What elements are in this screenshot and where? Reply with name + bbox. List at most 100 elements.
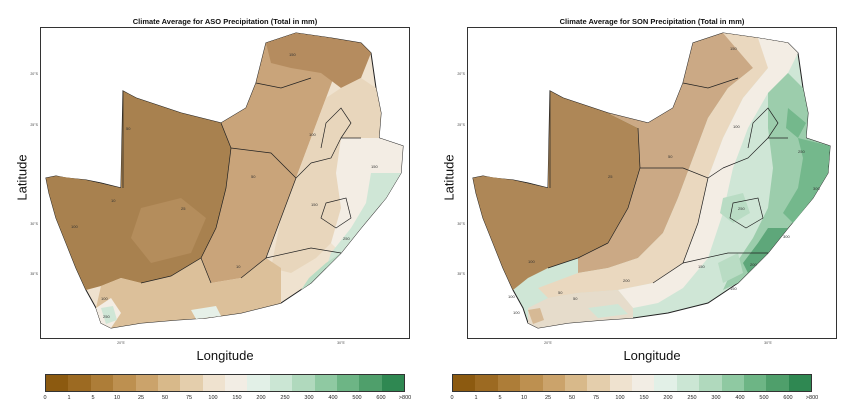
colorbar-labels-son: 0 1 5 10 25 50 75 100 150 200 250 300 400 500 600 >800 bbox=[450, 395, 818, 405]
svg-text:250: 250 bbox=[343, 236, 350, 241]
map-title: Climate Average for ASO Precipitation (T… bbox=[132, 17, 318, 26]
colorbar-label: 50 bbox=[161, 395, 169, 401]
svg-text:100: 100 bbox=[508, 294, 515, 299]
colorbar-segment bbox=[113, 375, 136, 391]
colorbar-segment bbox=[269, 375, 293, 391]
colorbar-son bbox=[452, 374, 812, 392]
svg-text:100: 100 bbox=[101, 296, 108, 301]
x-tick: 30°E bbox=[337, 341, 345, 345]
y-tick: 35°S bbox=[457, 272, 465, 276]
y-tick: 20°S bbox=[30, 72, 38, 76]
colorbar-label: 25 bbox=[544, 395, 552, 401]
colorbar-label: 500 bbox=[352, 395, 362, 401]
map-frame: 150 100 50 25 250 300 250 300 200 150 15… bbox=[467, 27, 837, 339]
colorbar-segment bbox=[453, 375, 476, 391]
colorbar-label: 1 bbox=[67, 395, 71, 401]
svg-text:150: 150 bbox=[371, 164, 378, 169]
colorbar-label: 50 bbox=[568, 395, 576, 401]
colorbar-label: 1 bbox=[474, 395, 478, 401]
svg-text:100: 100 bbox=[733, 124, 740, 129]
colorbar-segment bbox=[68, 375, 91, 391]
x-axis-label: Longitude bbox=[196, 348, 254, 363]
colorbar-label: 75 bbox=[185, 395, 193, 401]
colorbar-segment bbox=[699, 375, 722, 391]
colorbar-label: 150 bbox=[639, 395, 649, 401]
colorbar-segment bbox=[475, 375, 498, 391]
colorbar-labels-aso: 0 1 5 10 25 50 75 100 150 200 250 300 400 500 600 >800 bbox=[43, 395, 411, 405]
svg-text:150: 150 bbox=[698, 264, 705, 269]
svg-text:10: 10 bbox=[111, 198, 116, 203]
svg-text:100: 100 bbox=[71, 224, 78, 229]
colorbar-label: 10 bbox=[113, 395, 121, 401]
colorbar-label: 75 bbox=[592, 395, 600, 401]
colorbar-segment bbox=[788, 375, 811, 391]
svg-text:300: 300 bbox=[783, 234, 790, 239]
colorbar-segment bbox=[676, 375, 700, 391]
colorbar-label: 100 bbox=[208, 395, 218, 401]
colorbar-segment bbox=[766, 375, 789, 391]
colorbar-segment bbox=[314, 375, 337, 391]
colorbar-segment bbox=[202, 375, 225, 391]
colorbar-segment bbox=[359, 375, 382, 391]
svg-text:50: 50 bbox=[668, 154, 673, 159]
colorbar-label: 150 bbox=[232, 395, 242, 401]
svg-text:50: 50 bbox=[558, 290, 563, 295]
svg-text:150: 150 bbox=[311, 202, 318, 207]
colorbar-label: 5 bbox=[498, 395, 502, 401]
svg-text:100: 100 bbox=[309, 132, 316, 137]
colorbar-segment bbox=[292, 375, 315, 391]
svg-text:150: 150 bbox=[730, 46, 737, 51]
colorbar-label: >800 bbox=[805, 395, 819, 401]
svg-text:100: 100 bbox=[513, 310, 520, 315]
precipitation-map-son: 150 100 50 25 250 300 250 300 200 150 15… bbox=[472, 32, 831, 329]
y-axis-label: Latitude bbox=[14, 154, 30, 201]
colorbar-segment bbox=[542, 375, 565, 391]
colorbar-segment bbox=[225, 375, 248, 391]
svg-text:50: 50 bbox=[251, 174, 256, 179]
colorbar-segment bbox=[336, 375, 360, 391]
map-panel-son: Climate Average for SON Precipitation (T… bbox=[427, 0, 853, 411]
colorbar-segment bbox=[90, 375, 114, 391]
colorbar-label: 5 bbox=[91, 395, 95, 401]
map-title: Climate Average for SON Precipitation (T… bbox=[559, 17, 745, 26]
colorbar-segment bbox=[46, 375, 69, 391]
colorbar-segment bbox=[497, 375, 521, 391]
svg-text:25: 25 bbox=[608, 174, 613, 179]
svg-text:150: 150 bbox=[289, 52, 296, 57]
colorbar-label: 400 bbox=[328, 395, 338, 401]
colorbar-segment bbox=[654, 375, 677, 391]
colorbar-label: >800 bbox=[398, 395, 412, 401]
svg-text:50: 50 bbox=[126, 126, 131, 131]
x-tick: 30°E bbox=[764, 341, 772, 345]
svg-text:200: 200 bbox=[623, 278, 630, 283]
svg-text:50: 50 bbox=[573, 296, 578, 301]
y-tick: 20°S bbox=[457, 72, 465, 76]
svg-text:100: 100 bbox=[528, 259, 535, 264]
svg-text:250: 250 bbox=[103, 314, 110, 319]
colorbar-segment bbox=[135, 375, 158, 391]
y-tick: 25°S bbox=[457, 123, 465, 127]
colorbar-aso bbox=[45, 374, 405, 392]
y-tick: 25°S bbox=[30, 123, 38, 127]
colorbar-label: 600 bbox=[376, 395, 386, 401]
y-tick: 35°S bbox=[30, 272, 38, 276]
svg-text:200: 200 bbox=[750, 262, 757, 267]
colorbar-label: 500 bbox=[759, 395, 769, 401]
svg-text:250: 250 bbox=[798, 149, 805, 154]
colorbar-label: 0 bbox=[43, 395, 47, 401]
map-frame: 150 100 50 25 10 50 100 150 150 250 10 1… bbox=[40, 27, 410, 339]
colorbar-segment bbox=[180, 375, 203, 391]
colorbar-label: 300 bbox=[304, 395, 314, 401]
y-tick: 30°S bbox=[457, 222, 465, 226]
colorbar-label: 200 bbox=[663, 395, 673, 401]
colorbar-label: 0 bbox=[450, 395, 454, 401]
x-axis-label: Longitude bbox=[623, 348, 681, 363]
colorbar-label: 10 bbox=[520, 395, 528, 401]
y-tick: 30°S bbox=[30, 222, 38, 226]
x-tick: 20°E bbox=[544, 341, 552, 345]
colorbar-label: 25 bbox=[137, 395, 145, 401]
colorbar-segment bbox=[609, 375, 632, 391]
colorbar-segment bbox=[381, 375, 404, 391]
svg-text:25: 25 bbox=[181, 206, 186, 211]
colorbar-segment bbox=[743, 375, 767, 391]
